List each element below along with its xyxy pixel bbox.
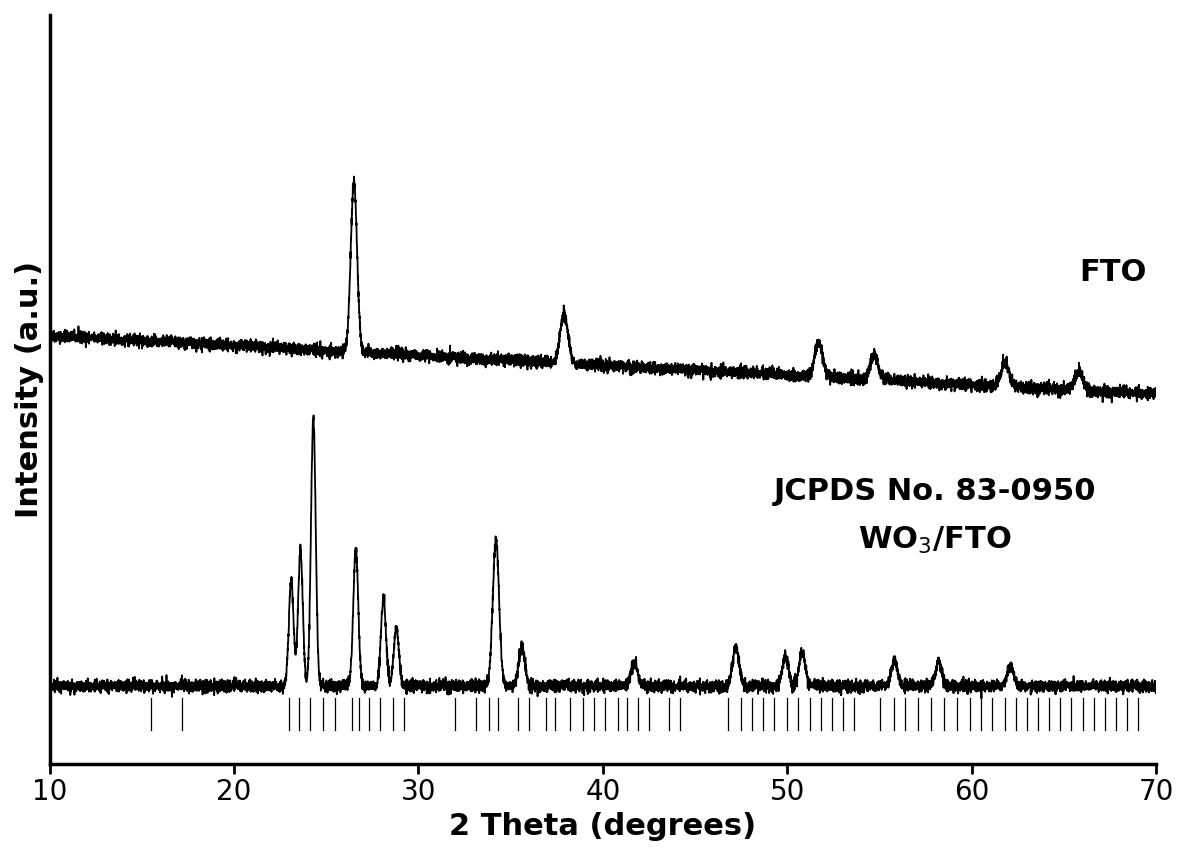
Text: FTO: FTO — [1080, 259, 1147, 288]
Y-axis label: Intensity (a.u.): Intensity (a.u.) — [15, 261, 44, 518]
Text: JCPDS No. 83-0950: JCPDS No. 83-0950 — [774, 477, 1096, 506]
X-axis label: 2 Theta (degrees): 2 Theta (degrees) — [449, 812, 756, 841]
Text: WO$_3$/FTO: WO$_3$/FTO — [858, 525, 1012, 556]
